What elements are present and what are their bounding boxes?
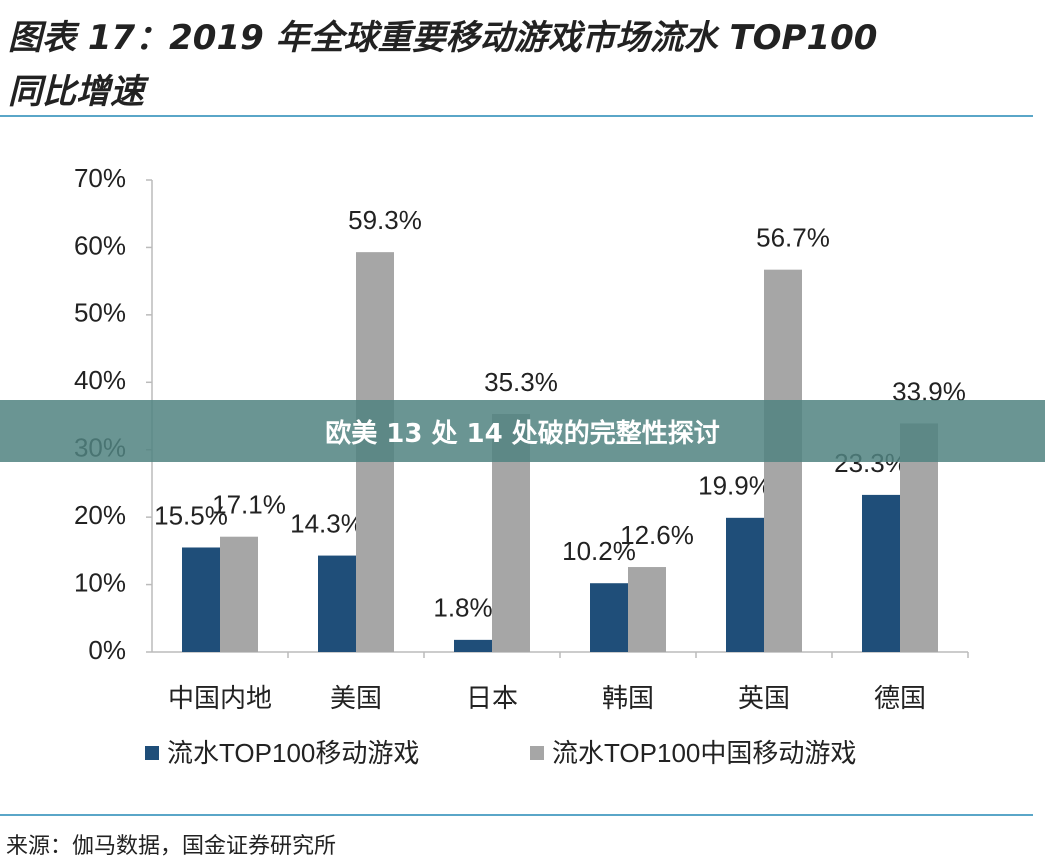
value-label: 35.3% xyxy=(484,367,558,397)
bar xyxy=(628,567,666,652)
value-label: 1.8% xyxy=(433,593,492,623)
value-label: 15.5% xyxy=(154,500,228,530)
bar xyxy=(220,536,258,652)
value-label: 56.7% xyxy=(756,223,830,253)
y-tick-label: 40% xyxy=(74,365,126,395)
value-label: 12.6% xyxy=(620,520,694,550)
y-tick-label: 70% xyxy=(74,163,126,193)
value-label: 19.9% xyxy=(698,471,772,501)
legend-swatch xyxy=(530,746,544,760)
x-tick-label: 英国 xyxy=(738,683,790,713)
y-tick-label: 0% xyxy=(88,635,126,665)
x-tick-label: 中国内地 xyxy=(168,683,272,713)
x-tick-label: 美国 xyxy=(330,683,382,713)
x-tick-label: 日本 xyxy=(466,683,518,713)
bar xyxy=(318,555,356,652)
source-note: 来源：伽马数据，国金证券研究所 xyxy=(6,834,337,859)
overlay-banner: 欧美 13 处 14 处破的完整性探讨 xyxy=(0,400,1045,462)
value-label: 17.1% xyxy=(212,490,286,520)
chart-title: 同比增速 xyxy=(8,72,144,112)
bar xyxy=(862,494,900,652)
x-tick-label: 德国 xyxy=(874,683,926,713)
value-label: 59.3% xyxy=(348,205,422,235)
legend-label: 流水TOP100中国移动游戏 xyxy=(552,738,856,768)
bar xyxy=(182,547,220,652)
y-tick-label: 20% xyxy=(74,500,126,530)
y-tick-label: 60% xyxy=(74,230,126,260)
bar xyxy=(726,517,764,652)
y-tick-label: 50% xyxy=(74,298,126,328)
bar xyxy=(590,583,628,652)
value-label: 14.3% xyxy=(290,508,364,538)
y-tick-label: 10% xyxy=(74,567,126,597)
bar xyxy=(454,639,492,652)
legend-swatch xyxy=(145,746,159,760)
chart-title: 图表 17：2019 年全球重要移动游戏市场流水 TOP100 xyxy=(8,18,878,58)
legend-label: 流水TOP100移动游戏 xyxy=(167,738,419,768)
x-tick-label: 韩国 xyxy=(602,683,654,713)
value-label: 10.2% xyxy=(562,536,636,566)
